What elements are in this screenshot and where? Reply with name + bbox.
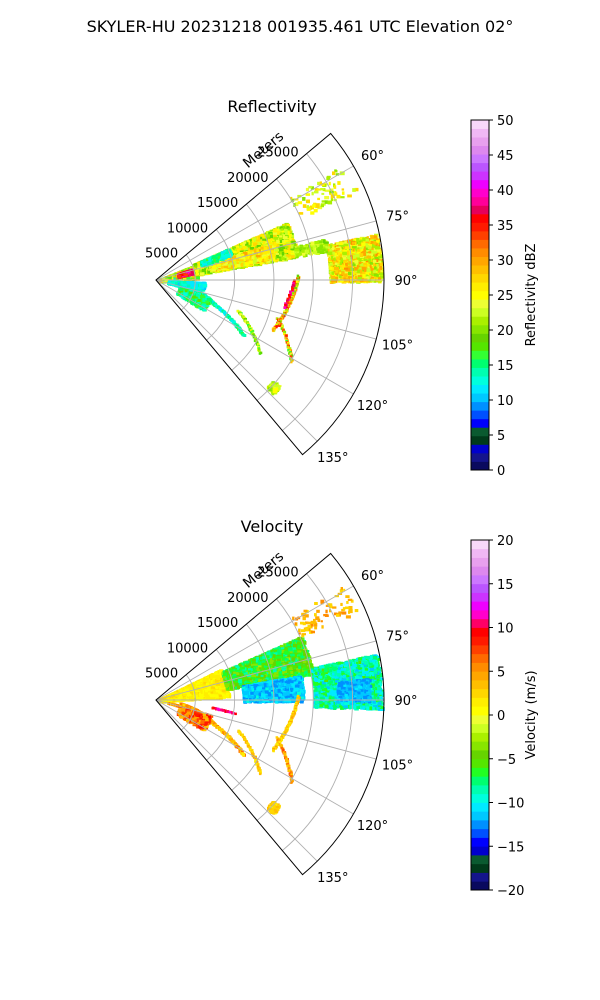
echo-gate xyxy=(177,274,181,278)
echo-gate xyxy=(168,276,172,280)
echo-gate xyxy=(185,276,191,280)
figure-suptitle: SKYLER-HU 20231218 001935.461 UTC Elevat… xyxy=(87,17,514,36)
echo-gate xyxy=(194,275,198,279)
echo-gate xyxy=(159,278,164,283)
echo-gate xyxy=(183,273,189,276)
echo-gate xyxy=(173,277,176,280)
reflectivity-title: Reflectivity xyxy=(227,97,316,116)
echo-gate xyxy=(172,277,174,281)
reflectivity-echoes xyxy=(158,169,385,396)
echo-gate xyxy=(165,277,170,281)
echo-gate xyxy=(162,277,165,281)
echo-gate xyxy=(183,277,187,281)
echo-gate xyxy=(190,271,194,275)
